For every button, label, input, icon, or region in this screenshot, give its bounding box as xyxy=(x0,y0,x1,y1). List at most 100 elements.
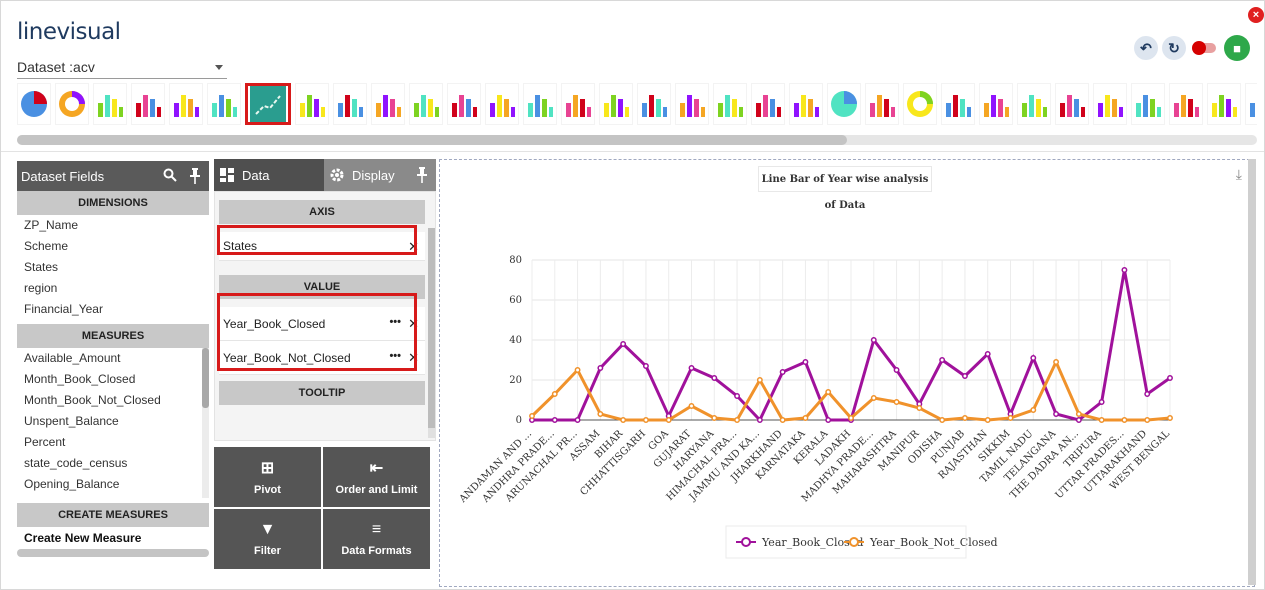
data-point[interactable] xyxy=(1167,375,1173,381)
speedometer-chart-icon[interactable] xyxy=(865,83,899,125)
toggle-switch[interactable] xyxy=(1192,41,1216,55)
chart-scrollbar[interactable] xyxy=(1248,159,1256,585)
data-point[interactable] xyxy=(711,375,718,381)
close-icon[interactable]: × xyxy=(1248,7,1264,23)
data-point[interactable] xyxy=(734,417,741,423)
data-point[interactable] xyxy=(825,417,832,423)
chevron-down-icon[interactable] xyxy=(215,65,223,70)
scrollbar-thumb[interactable] xyxy=(428,228,435,428)
data-point[interactable] xyxy=(1030,407,1037,413)
funnel-chart-icon[interactable] xyxy=(447,83,481,125)
data-point[interactable] xyxy=(1075,411,1082,417)
remove-icon[interactable]: ✕ xyxy=(408,350,419,365)
data-point[interactable] xyxy=(1121,267,1128,273)
data-point[interactable] xyxy=(734,393,741,399)
globe-chart-icon[interactable] xyxy=(485,83,519,125)
data-formats-button[interactable]: ≡ Data Formats xyxy=(323,509,430,569)
data-point[interactable] xyxy=(574,367,581,373)
boxplot-chart-icon[interactable] xyxy=(1207,83,1241,125)
tab-data[interactable]: Data xyxy=(214,159,324,191)
data-point[interactable] xyxy=(1121,417,1128,423)
india-map-2-chart-icon[interactable] xyxy=(561,83,595,125)
india-map-chart-icon[interactable] xyxy=(523,83,557,125)
data-point[interactable] xyxy=(939,417,946,423)
field-item[interactable]: Financial_Year xyxy=(24,302,103,316)
data-point[interactable] xyxy=(688,365,695,371)
order-limit-button[interactable]: ⇤ Order and Limit xyxy=(323,447,430,507)
pie-chart-icon[interactable] xyxy=(17,83,51,125)
pivot-table-chart-icon[interactable] xyxy=(1093,83,1127,125)
heatmap-columns-chart-icon[interactable] xyxy=(675,83,709,125)
data-point[interactable] xyxy=(779,417,786,423)
data-point[interactable] xyxy=(802,359,809,365)
image-chart-icon[interactable] xyxy=(751,83,785,125)
data-point[interactable] xyxy=(551,391,558,397)
bar-chart-icon[interactable] xyxy=(169,83,203,125)
dataset-select[interactable]: Dataset :acv xyxy=(17,59,227,79)
save-icon[interactable]: ■ xyxy=(1224,35,1250,61)
data-point[interactable] xyxy=(1075,417,1082,423)
line-chart-icon[interactable] xyxy=(245,83,291,125)
data-point[interactable] xyxy=(620,417,627,423)
data-point[interactable] xyxy=(1053,359,1060,365)
funnel-2-chart-icon[interactable] xyxy=(599,83,633,125)
data-point[interactable] xyxy=(597,411,604,417)
data-point[interactable] xyxy=(848,415,854,421)
fields-bottom-scrollbar[interactable] xyxy=(17,549,209,557)
chart-strip-scrollbar[interactable] xyxy=(17,135,1257,145)
field-item[interactable]: Unspent_Balance xyxy=(24,414,119,428)
data-point[interactable] xyxy=(597,365,604,371)
remove-icon[interactable]: ✕ xyxy=(408,239,419,254)
data-point[interactable] xyxy=(688,403,695,409)
data-point[interactable] xyxy=(916,405,923,411)
data-point[interactable] xyxy=(1144,391,1151,397)
value-field[interactable]: Year_Book_Closed ••• ✕ xyxy=(219,307,425,341)
pivot-button[interactable]: ⊞ Pivot xyxy=(214,447,321,507)
data-point[interactable] xyxy=(642,417,649,423)
download-icon[interactable]: ⤓ xyxy=(1235,166,1242,182)
data-point[interactable] xyxy=(893,367,900,373)
scrollbar-thumb[interactable] xyxy=(17,135,847,145)
more-icon[interactable]: ••• xyxy=(389,316,401,328)
filter-button[interactable]: ▼ Filter xyxy=(214,509,321,569)
data-point[interactable] xyxy=(984,351,991,357)
table-grid-chart-icon[interactable] xyxy=(371,83,405,125)
data-point[interactable] xyxy=(1030,355,1037,361)
data-point[interactable] xyxy=(642,363,649,369)
measures-scrollbar[interactable] xyxy=(202,348,209,498)
data-point[interactable] xyxy=(802,415,809,421)
bubble-chart-icon[interactable] xyxy=(637,83,671,125)
data-point[interactable] xyxy=(1007,415,1014,421)
data-point[interactable] xyxy=(870,395,877,401)
legend-label[interactable]: Year_Book_Closed xyxy=(761,536,863,549)
scrollbar-thumb[interactable] xyxy=(202,348,209,408)
field-item[interactable]: Scheme xyxy=(24,239,69,253)
data-point[interactable] xyxy=(870,337,877,343)
pin-icon[interactable] xyxy=(416,167,428,183)
data-point[interactable] xyxy=(961,373,968,379)
data-point[interactable] xyxy=(1167,415,1173,421)
data-point[interactable] xyxy=(665,417,672,423)
word-cloud-chart-icon[interactable] xyxy=(713,83,747,125)
search-icon[interactable] xyxy=(163,168,177,182)
data-point[interactable] xyxy=(620,341,627,347)
candlestick-chart-icon[interactable] xyxy=(979,83,1013,125)
data-point[interactable] xyxy=(711,415,718,421)
undo-icon[interactable]: ↶ xyxy=(1134,36,1158,60)
semi-pie-chart-icon[interactable] xyxy=(93,83,127,125)
field-item[interactable]: region xyxy=(24,281,58,295)
data-point[interactable] xyxy=(893,399,900,405)
field-item[interactable]: Month_Book_Not_Closed xyxy=(24,393,161,407)
data-point[interactable] xyxy=(1098,417,1105,423)
field-item[interactable]: States xyxy=(24,260,59,274)
pie-2-chart-icon[interactable] xyxy=(827,83,861,125)
data-point[interactable] xyxy=(574,417,581,423)
column-chart-icon[interactable] xyxy=(333,83,367,125)
field-item[interactable]: Percent xyxy=(24,435,66,449)
stacked-bar-2-chart-icon[interactable] xyxy=(1017,83,1051,125)
data-point[interactable] xyxy=(779,369,786,375)
radial-chart-icon[interactable] xyxy=(903,83,937,125)
grid-heatmap-chart-icon[interactable] xyxy=(1169,83,1203,125)
gauge-arc-chart-icon[interactable] xyxy=(131,83,165,125)
remove-icon[interactable]: ✕ xyxy=(408,316,419,331)
